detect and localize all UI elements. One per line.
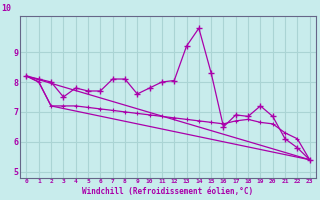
X-axis label: Windchill (Refroidissement éolien,°C): Windchill (Refroidissement éolien,°C) bbox=[83, 187, 254, 196]
Text: 10: 10 bbox=[1, 4, 11, 13]
